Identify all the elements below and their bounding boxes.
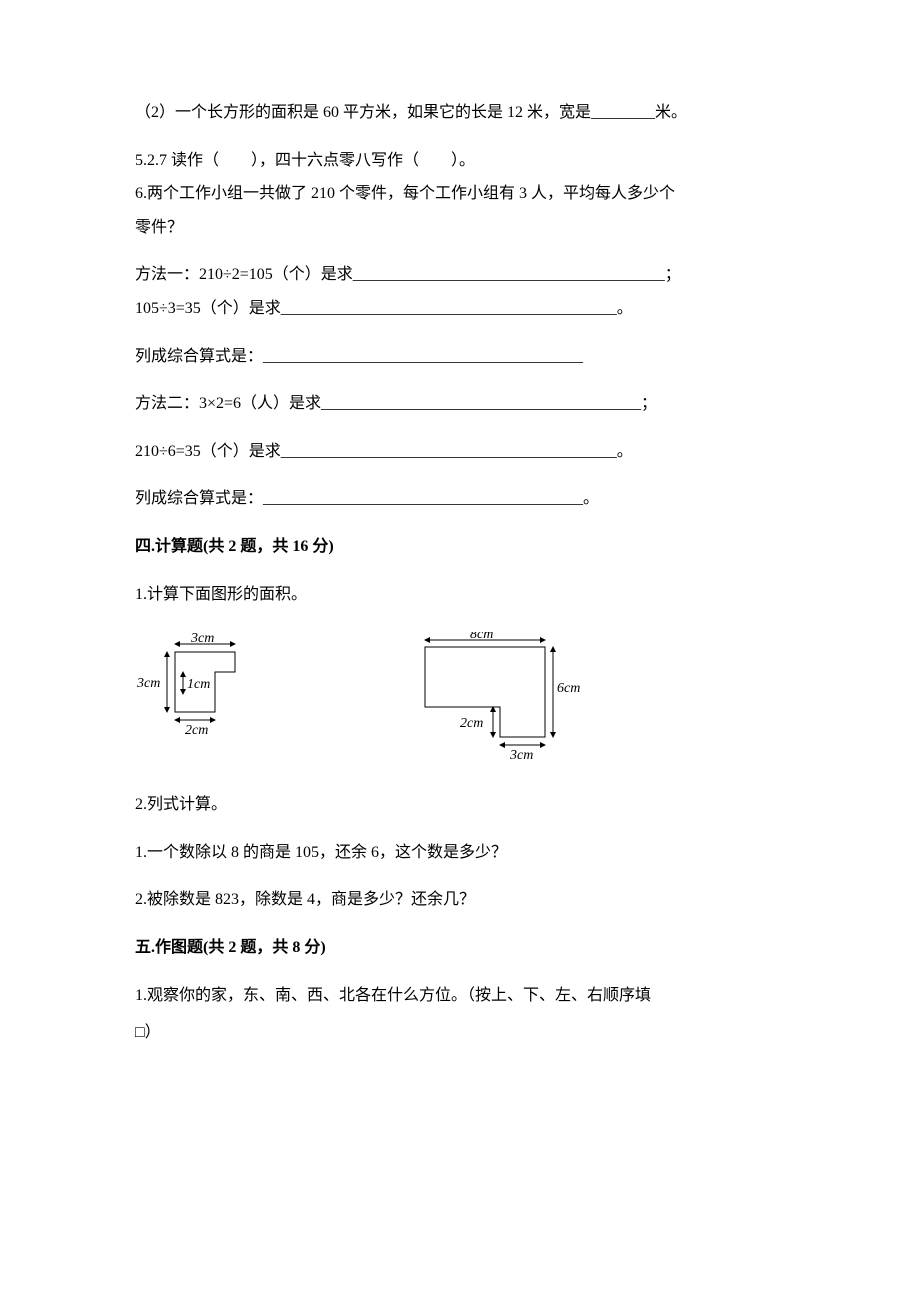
q6-line1: 6.两个工作小组一共做了 210 个零件，每个工作小组有 3 人，平均每人多少个 [135,181,785,207]
q6-combined1: 列成综合算式是：________________________________… [135,344,785,370]
figures-row: 3cm 3cm 1cm 2cm [135,632,785,762]
q6-method2-a: 方法二：3×2=6（人）是求__________________________… [135,391,785,417]
q6-method1-a: 方法一：210÷2=105（个）是求______________________… [135,262,785,288]
q5: 5.2.7 读作（ ），四十六点零八写作（ ）。 [135,148,785,174]
fig1-label-inner-v: 1cm [187,677,210,692]
section5-title: 五.作图题(共 2 题，共 8 分) [135,935,785,961]
fig2-label-inner-h: 3cm [509,748,533,762]
s4-q1: 1.计算下面图形的面积。 [135,582,785,608]
fig2-label-top: 8cm [470,632,493,642]
figure-1: 3cm 3cm 1cm 2cm [135,632,285,752]
section4-title: 四.计算题(共 2 题，共 16 分) [135,534,785,560]
s5-q1-b: □） [135,1020,785,1046]
q6-line2: 零件？ [135,215,785,241]
q6-method1-b: 105÷3=35（个）是求___________________________… [135,296,785,322]
s4-q2-2: 2.被除数是 823，除数是 4，商是多少？还余几？ [135,887,785,913]
s5-q1-a: 1.观察你的家，东、南、西、北各在什么方位。（按上、下、左、右顺序填 [135,983,785,1009]
fig2-label-right: 6cm [557,681,580,696]
figure-2: 8cm 6cm 2cm 3cm [405,632,595,762]
q6-method2-b: 210÷6=35（个）是求___________________________… [135,439,785,465]
fig1-label-inner-h: 2cm [185,723,208,738]
q4-2: （2）一个长方形的面积是 60 平方米，如果它的长是 12 米，宽是______… [135,100,785,126]
s4-q2: 2.列式计算。 [135,792,785,818]
page-content: （2）一个长方形的面积是 60 平方米，如果它的长是 12 米，宽是______… [135,100,785,1054]
q6-combined2: 列成综合算式是：________________________________… [135,486,785,512]
s4-q2-1: 1.一个数除以 8 的商是 105，还余 6，这个数是多少？ [135,840,785,866]
fig1-label-left: 3cm [136,676,160,691]
fig1-label-top: 3cm [190,632,214,646]
fig2-label-inner-v: 2cm [460,716,483,731]
